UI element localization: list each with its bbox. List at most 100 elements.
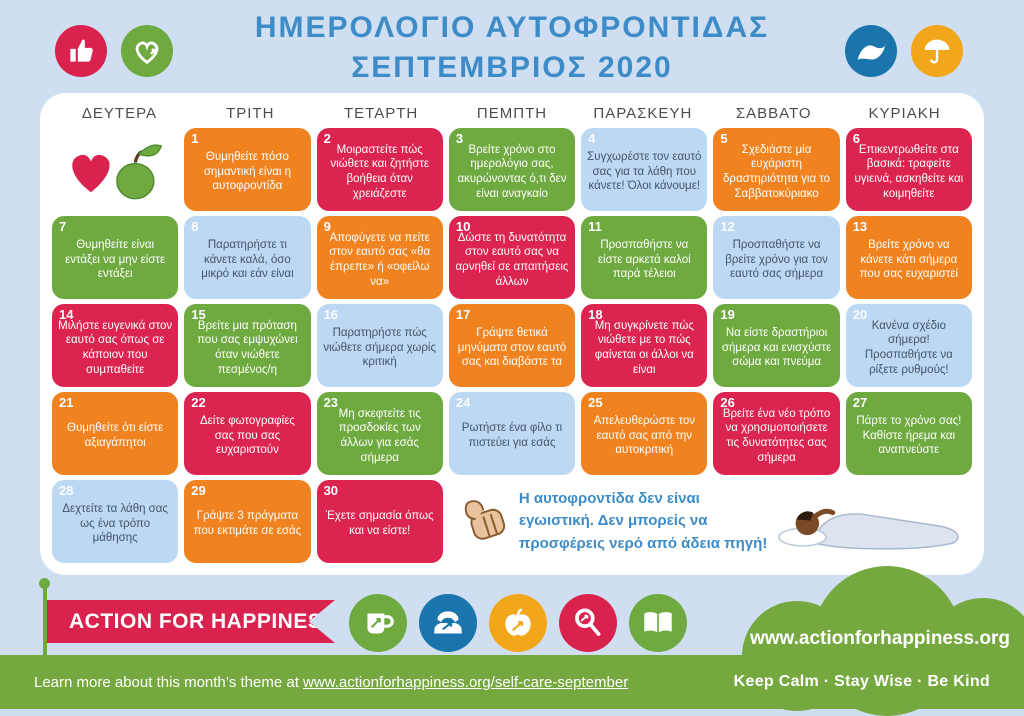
- weekday-sun: ΚΥΡΙΑΚΗ: [868, 105, 941, 122]
- day-text: Κανένα σχέδιο σήμερα! Προσπαθήστε να ρίξ…: [864, 319, 953, 376]
- calendar-day-cell: 23 Μη σκεφτείτε τις προσδοκίες των άλλων…: [316, 392, 443, 475]
- day-text: Να είστε δραστήριοι σήμερα και ενισχύστε…: [721, 327, 832, 369]
- day-text: Απελευθερώστε τον εαυτό σας από την αυτο…: [593, 415, 695, 457]
- weekday-mon: ΔΕΥΤΕΡΑ: [81, 105, 157, 122]
- day-number: 1: [191, 131, 199, 146]
- page-title-line1: ΗΜΕΡΟΛΟΓΙΟ ΑΥΤΟΦΡΟΝΤΙΔΑΣ: [254, 11, 770, 44]
- day-text: Θυμηθείτε είναι εντάξει να μην είστε εντ…: [65, 239, 166, 281]
- page-title-line2: ΣΕΠΤΕΜΒΡΙΟΣ 2020: [351, 50, 673, 84]
- day-text: Μη σκεφτείτε τις προσδοκίες των άλλων γι…: [338, 407, 421, 464]
- calendar-panel: ΔΕΥΤΕΡΑ ΤΡΙΤΗ ΤΕΤΑΡΤΗ ΠΕΜΠΤΗ ΠΑΡΑΣΚΕΥΗ Σ…: [40, 93, 984, 575]
- day-number: 10: [455, 219, 471, 234]
- calendar-day-cell: 2 Μοιραστείτε πώς νιώθετε και ζητήστε βο…: [316, 128, 443, 211]
- day-number: 12: [720, 219, 735, 234]
- calendar-day-cell: 17 Γράψτε θετικά μηνύματα στον εαυτό σας…: [448, 304, 576, 387]
- magnifier-icon: [559, 594, 617, 652]
- day-text: Προσπαθήστε να είστε αρκετά καλοί παρά τ…: [597, 239, 691, 281]
- day-number: 17: [455, 307, 471, 322]
- calendar-day-cell: 1 Θυμηθείτε πόσο σημαντική είναι η αυτοφ…: [184, 128, 311, 211]
- page-title: ΗΜΕΡΟΛΟΓΙΟ ΑΥΤΟΦΡΟΝΤΙΔΑΣ ΣΕΠΤΕΜΒΡΙΟΣ 202…: [195, 8, 829, 87]
- weekday-wed: ΤΕΤΑΡΤΗ: [344, 105, 419, 122]
- day-text: Δεχτείτε τα λάθη σας ως ένα τρόπο μάθηση…: [62, 503, 168, 545]
- calendar-day-cell: 30 Έχετε σημασία όπως και να είστε!: [316, 480, 443, 563]
- day-text: Μη συγκρίνετε πώς νιώθετε με το πώς φαίν…: [594, 319, 694, 376]
- book-icon: [629, 594, 687, 652]
- day-number: 30: [323, 483, 339, 498]
- day-number: 18: [588, 307, 603, 322]
- calendar-day-cell: 21 Θυμηθείτε ότι είστε αξιαγάπητοι: [52, 392, 179, 475]
- day-number: 4: [588, 131, 596, 146]
- calendar-day-cell: 26 Βρείτε ένα νέο τρόπο να χρησιμοποιήσε…: [713, 392, 840, 475]
- calendar-day-cell: 15 Βρείτε μια πρόταση που σας εμψυχώνει …: [184, 304, 311, 387]
- day-number: 24: [455, 395, 471, 410]
- day-number: 2: [323, 131, 331, 146]
- day-text: Γράψτε θετικά μηνύματα στον εαυτό σας κα…: [457, 327, 567, 369]
- footer-tagline: Keep Calm · Stay Wise · Be Kind: [733, 673, 990, 690]
- wave-icon: [845, 25, 897, 77]
- thumbs-up-hand-illustration: [451, 488, 513, 555]
- calendar-day-cell: 29 Γράψτε 3 πράγματα που εκτιμάτε σε εσά…: [184, 480, 311, 563]
- day-text: Βρείτε μια πρόταση που σας εμψυχώνει ότα…: [197, 319, 298, 376]
- day-number: 22: [191, 395, 206, 410]
- weekday-sat: ΣΑΒΒΑΤΟ: [735, 105, 812, 122]
- calendar-day-cell: 28 Δεχτείτε τα λάθη σας ως ένα τρόπο μάθ…: [52, 480, 179, 563]
- day-number: 13: [852, 219, 868, 234]
- mug-icon: [349, 594, 407, 652]
- day-text: Μιλήστε ευγενικά στον εαυτό σας όπως σε …: [58, 319, 173, 376]
- flag-pole-dot: [39, 578, 50, 589]
- day-text: Πάρτε το χρόνο σας! Καθίστε ήρεμα και αν…: [856, 415, 962, 457]
- day-number: 7: [59, 219, 67, 234]
- day-number: 27: [852, 395, 868, 410]
- calendar-day-cell: 6 Επικεντρωθείτε στα βασικά: τραφείτε υγ…: [845, 128, 972, 211]
- calendar-day-cell: 8 Παρατηρήστε τι κάνετε καλά, όσο μικρό …: [184, 216, 311, 299]
- calendar-day-cell: 20 Κανένα σχέδιο σήμερα! Προσπαθήστε να …: [845, 304, 972, 387]
- umbrella-icon: [911, 25, 963, 77]
- day-text: Προσπαθήστε να βρείτε χρόνο για τον εαυτ…: [725, 239, 828, 281]
- day-text: Ρωτήστε ένα φίλο τι πιστεύει για εσάς: [461, 422, 563, 449]
- day-text: Δείτε φωτογραφίες σας που σας ευχαριστού…: [199, 415, 295, 457]
- calendar-day-cell: 18 Μη συγκρίνετε πώς νιώθετε με το πώς φ…: [581, 304, 708, 387]
- day-text: Αποφύγετε να πείτε στον εαυτό σας «θα έπ…: [329, 231, 431, 288]
- day-number: 9: [323, 219, 331, 234]
- apple-icon: [489, 594, 547, 652]
- day-number: 19: [720, 307, 735, 322]
- weekday-fri: ΠΑΡΑΣΚΕΥΗ: [593, 105, 693, 122]
- calendar-day-cell: 25 Απελευθερώστε τον εαυτό σας από την α…: [581, 392, 708, 475]
- day-text: Συγχωρέστε τον εαυτό σας για τα λάθη που…: [587, 151, 702, 193]
- calendar-grid: 1 Θυμηθείτε πόσο σημαντική είναι η αυτοφ…: [40, 122, 984, 571]
- calendar-day-cell: 11 Προσπαθήστε να είστε αρκετά καλοί παρ…: [581, 216, 708, 299]
- calendar-day-cell: 13 Βρείτε χρόνο να κάνετε κάτι σήμερα πο…: [845, 216, 972, 299]
- sleeping-person-illustration: [777, 489, 963, 555]
- calendar-day-cell: 4 Συγχωρέστε τον εαυτό σας για τα λάθη π…: [581, 128, 708, 211]
- weekday-tue: ΤΡΙΤΗ: [226, 105, 275, 122]
- quote-cell: Η αυτοφροντίδα δεν είναι εγωιστική. Δεν …: [449, 480, 972, 563]
- calendar-day-cell: 27 Πάρτε το χρόνο σας! Καθίστε ήρεμα και…: [845, 392, 972, 475]
- day-number: 28: [59, 483, 74, 498]
- day-text: Γράψτε 3 πράγματα που εκτιμάτε σε εσάς: [193, 510, 302, 537]
- calendar-day-cell: 7 Θυμηθείτε είναι εντάξει να μην είστε ε…: [52, 216, 179, 299]
- day-number: 23: [323, 395, 339, 410]
- day-text: Βρείτε χρόνο να κάνετε κάτι σήμερα που σ…: [859, 239, 959, 281]
- day-text: Βρείτε χρόνο στο ημερολόγιο σας, ακυρώνο…: [457, 143, 567, 200]
- day-text: Επικεντρωθείτε στα βασικά: τραφείτε υγιε…: [854, 143, 964, 200]
- calendar-day-cell: 22 Δείτε φωτογραφίες σας που σας ευχαρισ…: [184, 392, 311, 475]
- calendar-day-cell: 10 Δώστε τη δυνατότητα στον εαυτό σας να…: [448, 216, 576, 299]
- quote-text: Η αυτοφροντίδα δεν είναι εγωιστική. Δεν …: [518, 489, 768, 552]
- day-text: Σχεδιάστε μία ευχάριστη δραστηριότητα γι…: [723, 143, 831, 200]
- day-number: 16: [323, 307, 339, 322]
- weekday-thu: ΠΕΜΠΤΗ: [476, 105, 548, 122]
- telephone-icon: [419, 594, 477, 652]
- day-text: Βρείτε ένα νέο τρόπο να χρησιμοποιήσετε …: [722, 407, 831, 464]
- footer-bar: Learn more about this month’s theme at w…: [0, 655, 1024, 709]
- day-number: 14: [59, 307, 74, 322]
- calendar-day-cell: 24 Ρωτήστε ένα φίλο τι πιστεύει για εσάς: [448, 392, 576, 475]
- day-number: 29: [191, 483, 206, 498]
- calendar-day-cell: 12 Προσπαθήστε να βρείτε χρόνο για τον ε…: [713, 216, 840, 299]
- footer-theme-link[interactable]: www.actionforhappiness.org/self-care-sep…: [303, 673, 629, 691]
- heart-icon: [121, 25, 173, 77]
- website-url: www.actionforhappiness.org: [749, 628, 1011, 649]
- calendar-day-cell: 5 Σχεδιάστε μία ευχάριστη δραστηριότητα …: [713, 128, 840, 211]
- calendar-day-cell: 19 Να είστε δραστήριοι σήμερα και ενισχύ…: [713, 304, 840, 387]
- day-number: 5: [720, 131, 728, 146]
- calendar-day-cell: 9 Αποφύγετε να πείτε στον εαυτό σας «θα …: [316, 216, 443, 299]
